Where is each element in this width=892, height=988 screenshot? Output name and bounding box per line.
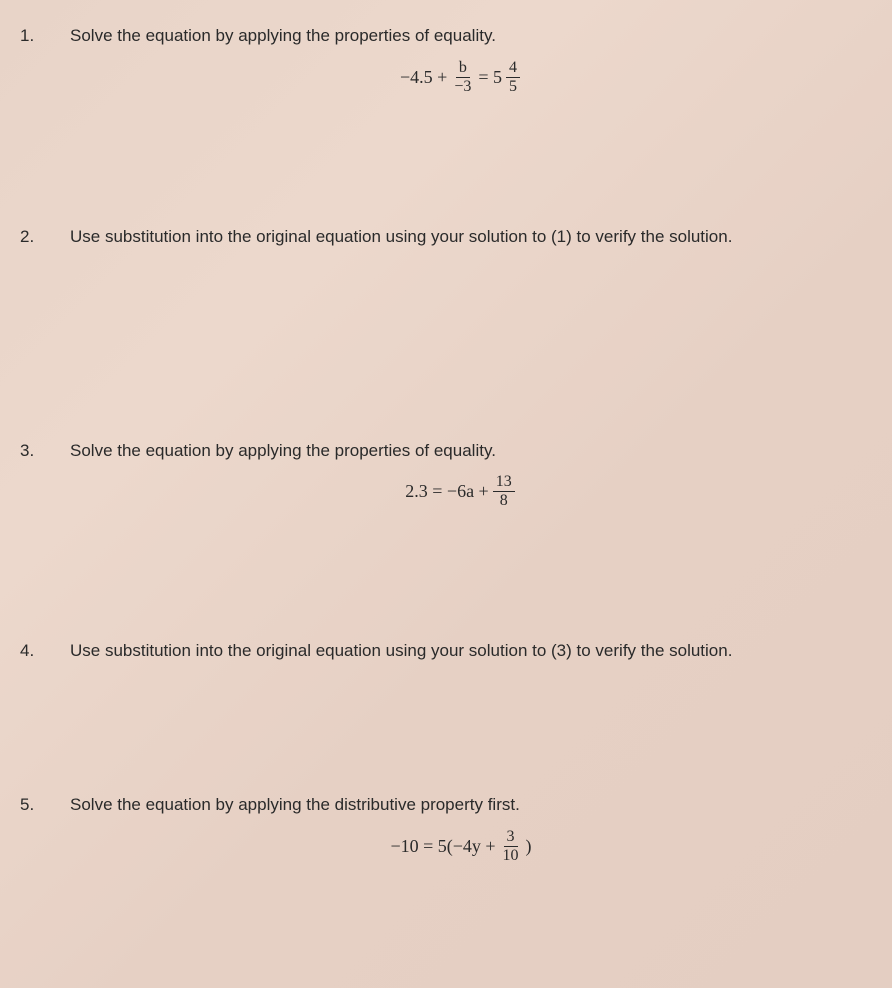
fraction-denominator: −3 (451, 78, 474, 95)
problem-number: 5. (20, 793, 70, 815)
equation-text: −10 = 5(−4y + (390, 836, 495, 857)
problem-equation: −4.5 + b −3 = 5 4 5 (70, 60, 852, 95)
problem-number: 4. (20, 639, 70, 661)
problem-content: Solve the equation by applying the distr… (70, 793, 852, 864)
fraction: 4 5 (506, 60, 520, 95)
fraction-numerator: 4 (506, 60, 520, 78)
fraction: b −3 (451, 60, 474, 95)
problem-number: 1. (20, 24, 70, 46)
problem-4: 4. Use substitution into the original eq… (20, 639, 852, 663)
fraction-denominator: 5 (506, 78, 520, 95)
problem-equation: −10 = 5(−4y + 3 10 ) (70, 829, 852, 864)
problem-content: Solve the equation by applying the prope… (70, 439, 852, 510)
equation-text: = 5 (478, 67, 502, 88)
fraction: 13 8 (493, 474, 515, 509)
problem-3: 3. Solve the equation by applying the pr… (20, 439, 852, 510)
fraction: 3 10 (500, 829, 522, 864)
problem-1: 1. Solve the equation by applying the pr… (20, 24, 852, 95)
problem-number: 3. (20, 439, 70, 461)
equation-text: ) (526, 836, 532, 857)
problem-prompt: Solve the equation by applying the distr… (70, 793, 852, 817)
fraction-numerator: 3 (504, 829, 518, 847)
problem-prompt: Solve the equation by applying the prope… (70, 439, 852, 463)
problem-prompt: Use substitution into the original equat… (70, 639, 852, 663)
problem-prompt: Solve the equation by applying the prope… (70, 24, 852, 48)
fraction-denominator: 10 (500, 847, 522, 864)
fraction-numerator: b (456, 60, 470, 78)
problem-content: Use substitution into the original equat… (70, 639, 852, 663)
equation-text: −4.5 + (400, 67, 447, 88)
problem-5: 5. Solve the equation by applying the di… (20, 793, 852, 864)
problem-content: Solve the equation by applying the prope… (70, 24, 852, 95)
fraction-numerator: 13 (493, 474, 515, 492)
problem-2: 2. Use substitution into the original eq… (20, 225, 852, 249)
problem-equation: 2.3 = −6a + 13 8 (70, 474, 852, 509)
equation-text: 2.3 = −6a + (405, 481, 488, 502)
problem-prompt: Use substitution into the original equat… (70, 225, 852, 249)
fraction-denominator: 8 (497, 492, 511, 509)
problem-number: 2. (20, 225, 70, 247)
problem-content: Use substitution into the original equat… (70, 225, 852, 249)
